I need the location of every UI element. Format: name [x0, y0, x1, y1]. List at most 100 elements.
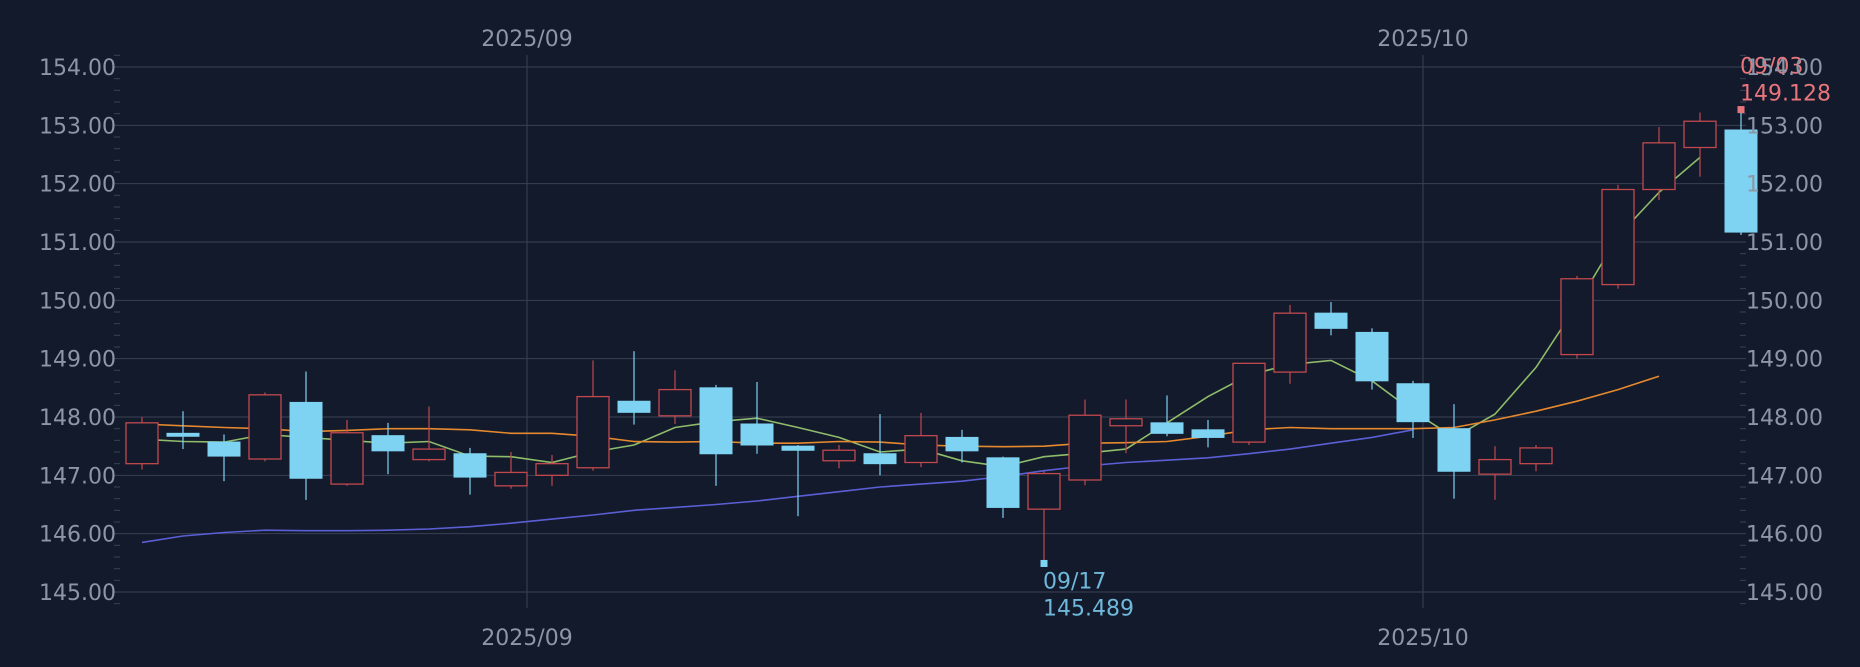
x-tick-label-bottom: 2025/10	[1377, 626, 1468, 651]
candle	[986, 456, 1020, 518]
candle	[1314, 302, 1348, 336]
x-tick-label-top: 2025/10	[1377, 27, 1468, 52]
candle	[535, 454, 569, 486]
grid	[114, 54, 1746, 608]
candle	[1519, 445, 1553, 472]
candle-body	[1642, 142, 1676, 191]
y-tick-label-right: 146.00	[1746, 523, 1823, 548]
candle-body	[1109, 418, 1143, 427]
y-tick-label-left: 147.00	[39, 464, 116, 489]
candle	[289, 371, 323, 500]
candle	[1191, 419, 1225, 448]
candle-body	[248, 394, 282, 460]
candle-body	[1519, 447, 1553, 465]
candle-body	[1724, 129, 1758, 233]
candle	[740, 382, 774, 454]
candle-body	[658, 388, 692, 417]
candle	[576, 360, 610, 471]
candle-body	[617, 400, 651, 413]
candle	[1642, 127, 1676, 200]
low-value-label: 145.489	[1043, 596, 1134, 621]
candle	[412, 406, 446, 462]
candle	[1109, 399, 1143, 454]
high-date-label: 09/03	[1740, 55, 1803, 80]
x-tick-label-bottom: 2025/09	[481, 626, 572, 651]
candle	[1601, 184, 1635, 289]
candle-body	[1396, 383, 1430, 423]
high-marker	[1737, 106, 1745, 114]
candle	[1273, 305, 1307, 384]
y-tick-label-right: 145.00	[1746, 581, 1823, 606]
candle-body	[412, 448, 446, 461]
candle-body	[1273, 312, 1307, 373]
candle	[863, 414, 897, 476]
y-tick-label-right: 152.00	[1746, 173, 1823, 198]
candle	[1355, 328, 1389, 390]
y-tick-label-right: 150.00	[1746, 289, 1823, 314]
y-tick-label-right: 153.00	[1746, 114, 1823, 139]
candle	[945, 429, 979, 463]
y-tick-label-left: 149.00	[39, 348, 116, 373]
y-tick-label-left: 153.00	[39, 114, 116, 139]
candle-body	[781, 445, 815, 451]
y-tick-label-left: 145.00	[39, 581, 116, 606]
candle	[1478, 446, 1512, 500]
candle	[1068, 399, 1102, 486]
candle-body	[904, 435, 938, 464]
high-value-label: 149.128	[1740, 82, 1831, 107]
candle	[1396, 380, 1430, 438]
axes: 2025/09 2025/10 2025/09 2025/10 154.00 15…	[39, 27, 1823, 651]
y-tick-label-right: 149.00	[1746, 348, 1823, 373]
candle-body	[207, 441, 241, 457]
candle-body	[1150, 422, 1184, 434]
candle-body	[289, 401, 323, 479]
y-tick-label-right: 154.00	[1746, 56, 1823, 81]
candle-body	[1314, 312, 1348, 329]
candle	[1437, 404, 1471, 499]
candle	[371, 422, 405, 475]
candle	[166, 411, 200, 450]
x-tick-label-top: 2025/09	[481, 27, 572, 52]
candle	[494, 452, 528, 489]
candle	[125, 417, 159, 470]
candle	[453, 447, 487, 495]
candle-body	[535, 463, 569, 476]
candle-body	[1068, 414, 1102, 481]
candle-body	[1027, 472, 1061, 510]
candle-body	[945, 436, 979, 452]
candle	[1232, 362, 1266, 445]
y-tick-label-left: 146.00	[39, 523, 116, 548]
candle-body	[863, 453, 897, 465]
candle-body	[576, 395, 610, 469]
y-tick-label-right: 147.00	[1746, 464, 1823, 489]
y-tick-label-left: 154.00	[39, 56, 116, 81]
candle	[617, 351, 651, 425]
candle	[248, 392, 282, 462]
candle-body	[1232, 362, 1266, 443]
candle	[1724, 109, 1758, 235]
low-date-label: 09/17	[1043, 569, 1106, 594]
candle	[822, 445, 856, 469]
candle-body	[494, 471, 528, 487]
candle-body	[453, 453, 487, 478]
candle	[781, 445, 815, 517]
candle	[904, 412, 938, 468]
y-tick-label-left: 148.00	[39, 406, 116, 431]
y-tick-label-right: 148.00	[1746, 406, 1823, 431]
y-tick-label-left: 152.00	[39, 173, 116, 198]
candles	[125, 109, 1758, 564]
candle	[330, 419, 364, 486]
candle-body	[699, 387, 733, 455]
extreme-annotations: 09/03 149.128 09/17 145.489	[1040, 55, 1831, 621]
candle-body	[1683, 120, 1717, 149]
candle	[1027, 471, 1061, 564]
candle-body	[1191, 429, 1225, 438]
y-tick-label-left: 150.00	[39, 289, 116, 314]
candle	[1683, 112, 1717, 177]
candle	[658, 370, 692, 424]
low-marker	[1040, 559, 1048, 567]
candle-body	[1601, 188, 1635, 286]
candle-body	[1560, 278, 1594, 356]
